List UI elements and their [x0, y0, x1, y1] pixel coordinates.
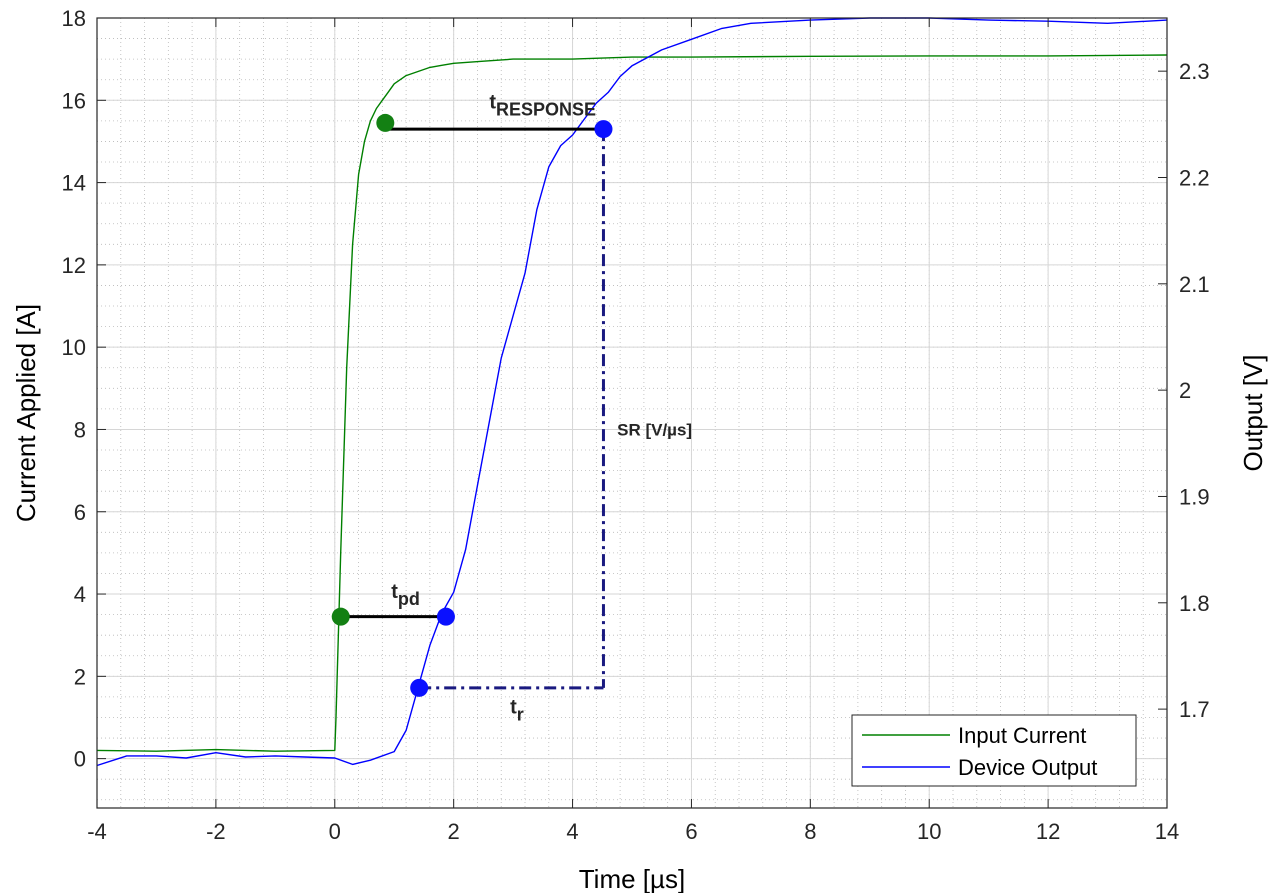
legend-box	[851, 714, 1137, 787]
y-right-tick-label: 2.1	[1179, 272, 1210, 297]
x-tick-label: 6	[685, 819, 697, 844]
x-tick-label: 14	[1155, 819, 1179, 844]
y-left-tick-label: 8	[74, 417, 86, 442]
major-grid	[96, 17, 1168, 808]
y-right-tick-label: 1.7	[1179, 697, 1210, 722]
x-tick-label: 2	[448, 819, 460, 844]
y-right-tick-label: 1.8	[1179, 591, 1210, 616]
x-tick-label: 4	[566, 819, 578, 844]
y-left-tick-label: 16	[62, 88, 86, 113]
series-line-input-current	[96, 54, 1168, 752]
y-left-tick-label: 10	[62, 335, 86, 360]
y-right-tick-label: 1.9	[1179, 484, 1210, 509]
ticks-layer: -4 -2 0 2 4 6 8 10 12 14 0 2 4 6 8 10 12 14 16 18 1.7 1.8 1.9 2…	[62, 6, 1210, 844]
x-tick-label: -4	[87, 819, 107, 844]
sr-label: SR [V/µs]	[617, 421, 692, 440]
input-90pct-marker	[376, 113, 395, 132]
plot-area	[97, 18, 1167, 808]
y-axis-right-label: Output [V]	[1238, 354, 1268, 471]
series-layer	[96, 17, 1168, 767]
y-left-tick-label: 12	[62, 253, 86, 278]
y-left-tick-label: 2	[74, 664, 86, 689]
t-r-label: tr	[510, 696, 524, 724]
x-tick-label: 8	[804, 819, 816, 844]
y-left-tick-label: 18	[62, 6, 86, 31]
input-10pct-marker	[331, 607, 350, 626]
y-axis-left-label: Current Applied [A]	[11, 304, 41, 522]
t-response-label: tRESPONSE	[489, 92, 596, 120]
x-tick-label: 10	[917, 819, 941, 844]
y-left-tick-label: 14	[62, 171, 86, 196]
annotation-layer: tRESPONSE tpd tr SR [V/µs]	[331, 92, 692, 724]
x-tick-label: 0	[329, 819, 341, 844]
output-90pct-marker	[594, 120, 613, 139]
output-10pct-marker	[436, 607, 455, 626]
x-axis-label: Time [µs]	[579, 864, 685, 893]
output-rise-start-marker	[410, 678, 429, 697]
y-right-tick-label: 2	[1179, 378, 1191, 403]
legend-label-output: Device Output	[958, 755, 1097, 780]
y-right-tick-label: 2.2	[1179, 165, 1210, 190]
legend-label-input: Input Current	[958, 723, 1086, 748]
series-line-device-output	[96, 17, 1168, 767]
x-tick-label: -2	[206, 819, 226, 844]
x-tick-label: 12	[1036, 819, 1060, 844]
y-left-tick-label: 4	[74, 582, 86, 607]
legend: Input Current Device Output	[851, 714, 1137, 787]
y-right-tick-label: 2.3	[1179, 59, 1210, 84]
t-pd-label: tpd	[391, 581, 420, 609]
plot-frame	[96, 17, 1168, 809]
y-left-tick-label: 0	[74, 747, 86, 772]
y-left-tick-label: 6	[74, 500, 86, 525]
